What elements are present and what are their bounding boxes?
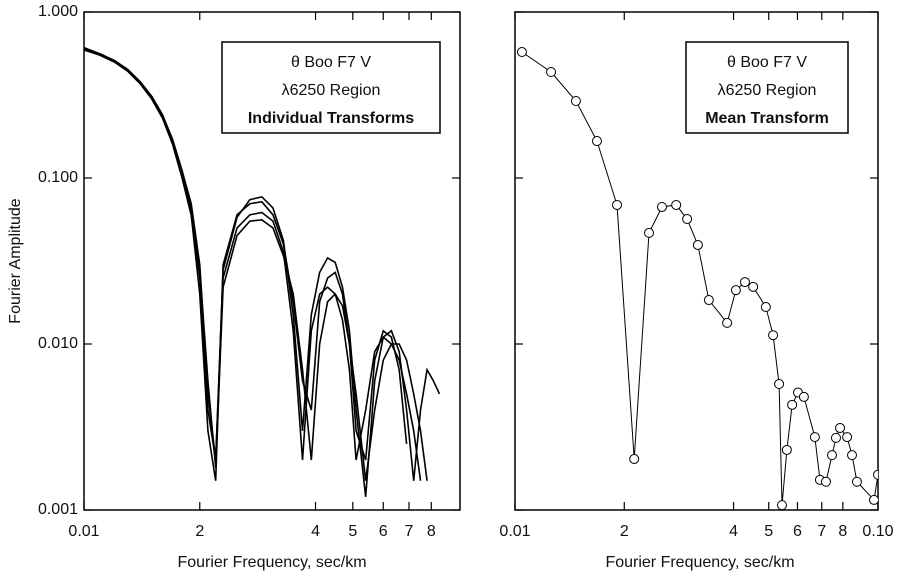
x-tick-label: 4 [311,523,320,540]
y-tick-label: 0.100 [38,169,78,186]
marker [644,227,655,238]
marker [869,494,878,505]
y-axis-label: Fourier Amplitude [7,198,24,323]
x-tick-label: 6 [793,523,802,540]
marker [820,476,831,487]
annotation-box [685,41,849,134]
marker [703,295,714,306]
x-tick-label: 7 [817,523,826,540]
x-tick-label: 4 [729,523,738,540]
marker [671,199,682,210]
marker [760,302,771,313]
marker [809,432,820,443]
x-tick-label: 7 [405,523,414,540]
x-tick-label: 0.01 [499,523,530,540]
x-tick-label: 0.10 [862,523,893,540]
marker [774,379,785,390]
annotation: Individual Transforms [248,110,414,127]
x-tick-label: 5 [764,523,773,540]
line [84,49,422,481]
marker [570,95,581,106]
x-tick-label: 0.01 [68,523,99,540]
marker [768,330,779,341]
marker [781,444,792,455]
x-tick-label: 2 [620,523,629,540]
marker [748,281,759,292]
marker [873,469,878,480]
annotation: θ Boo F7 V [291,54,371,71]
x-tick-label: 6 [379,523,388,540]
marker [612,199,623,210]
annotation: θ Boo F7 V [727,54,807,71]
marker [692,239,703,250]
marker [656,201,667,212]
marker [835,422,846,433]
x-tick-label: 5 [348,523,357,540]
plot-frame [514,11,879,511]
x-tick-label: 8 [427,523,436,540]
y-tick-label: 1.000 [38,3,78,20]
annotation: λ6250 Region [718,82,817,99]
annotation-box [221,41,441,134]
marker [827,450,838,461]
x-axis-label: Fourier Frequency, sec/km [605,554,794,571]
marker [787,399,798,410]
x-tick-label: 2 [195,523,204,540]
marker [777,500,788,510]
marker [629,453,640,464]
plot-area [84,46,441,497]
marker [847,450,858,461]
plot-area [516,47,878,510]
marker [851,476,862,487]
marker [546,67,557,78]
marker [739,277,750,288]
x-tick-label: 8 [838,523,847,540]
marker [516,47,527,58]
plot-frame [83,11,461,511]
marker [722,317,733,328]
marker [591,136,602,147]
marker [682,214,693,225]
y-tick-label: 0.001 [38,501,78,518]
marker [798,391,809,402]
annotation: λ6250 Region [282,82,381,99]
x-axis-label: Fourier Frequency, sec/km [177,554,366,571]
annotation: Mean Transform [705,110,829,127]
line [84,48,428,481]
marker [842,432,853,443]
marker [830,432,841,443]
y-tick-label: 0.010 [38,335,78,352]
marker [730,285,741,296]
